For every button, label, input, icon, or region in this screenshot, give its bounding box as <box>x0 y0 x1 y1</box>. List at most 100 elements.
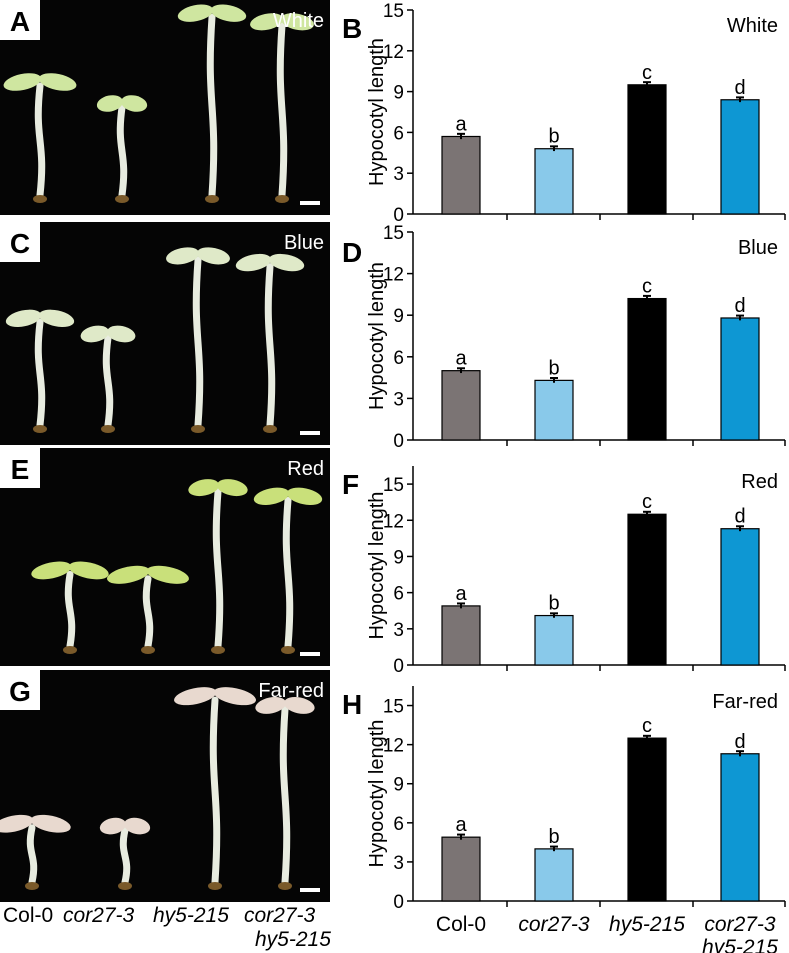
chart-panel-letter: B <box>342 13 362 44</box>
y-tick-label: 0 <box>393 431 404 452</box>
scale-bar <box>300 888 320 892</box>
y-tick-label: 9 <box>393 775 404 796</box>
y-tick-label: 9 <box>393 547 404 568</box>
significance-letter: a <box>455 814 467 836</box>
y-axis-label: Hypocotyl length <box>366 492 388 640</box>
significance-letter: b <box>548 593 559 615</box>
photo-panels: A White C Blue E Red G Far-red <box>0 0 330 902</box>
y-tick-label: 6 <box>393 348 404 369</box>
bar <box>627 84 667 215</box>
bar <box>720 317 760 441</box>
photo-panel-a: A White <box>0 0 330 215</box>
seedling <box>99 817 151 890</box>
seedling <box>174 687 256 890</box>
y-axis-label: Hypocotyl length <box>366 38 388 186</box>
panel-letter-box <box>0 670 40 710</box>
photo-condition-label: Blue <box>284 232 324 254</box>
y-tick-label: 15 <box>383 697 404 718</box>
significance-letter: a <box>455 583 467 605</box>
seedling <box>188 479 248 654</box>
bar <box>441 135 481 215</box>
y-tick-label: 6 <box>393 814 404 835</box>
photo-condition-label: White <box>273 10 324 32</box>
seedling <box>177 4 247 203</box>
bar <box>627 297 667 441</box>
seedling <box>80 325 136 433</box>
significance-letter: b <box>548 826 559 848</box>
chart-panel-letter: D <box>342 237 362 268</box>
y-tick-label: 15 <box>383 475 404 496</box>
chart-d: D 0 3 6 9 12 15 Hypocotyl length Blue a b c d <box>342 223 786 452</box>
panel-letter: C <box>10 228 30 259</box>
significance-letter: d <box>734 506 745 528</box>
x-tick-label: Col-0 <box>436 913 486 936</box>
panel-letter-box <box>0 222 40 262</box>
seedling <box>107 565 189 654</box>
y-tick-label: 12 <box>383 265 404 286</box>
bar <box>534 848 574 902</box>
y-axis-label: Hypocotyl length <box>366 720 388 868</box>
panel-letter-box <box>0 448 40 488</box>
scale-bar <box>300 431 320 435</box>
y-tick-label: 12 <box>383 736 404 757</box>
photo-panel-e: E Red <box>0 448 330 666</box>
y-tick-label: 3 <box>393 164 404 185</box>
y-tick-label: 0 <box>393 892 404 913</box>
bar <box>627 737 667 902</box>
significance-letter: d <box>734 295 745 317</box>
panel-letter-box <box>0 0 40 40</box>
scale-bar <box>300 652 320 656</box>
x-tick-label: cor27-3 <box>518 913 590 936</box>
y-axis-label: Hypocotyl length <box>366 262 388 410</box>
photo-label-double-line2: hy5-215 <box>255 928 331 951</box>
photo-label-double-line1: cor27-3 <box>244 904 316 927</box>
photo-label-col0: Col-0 <box>3 904 53 927</box>
significance-letter: d <box>734 731 745 753</box>
photo-genotype-labels: Col-0 cor27-3 hy5-215 cor27-3 hy5-215 <box>3 904 331 951</box>
x-tick-label: hy5-215 <box>702 936 778 953</box>
photo-condition-label: Red <box>287 458 324 480</box>
y-tick-label: 6 <box>393 584 404 605</box>
photo-background <box>0 0 330 215</box>
chart-b: B 0 3 6 9 12 15 Hypocotyl length White a b c d <box>342 1 786 226</box>
x-tick-label: cor27-3 <box>704 913 776 936</box>
bar <box>441 605 481 666</box>
chart-title: Far-red <box>712 691 778 713</box>
seedling <box>166 247 230 433</box>
seedling <box>0 814 71 890</box>
bar <box>720 528 760 666</box>
y-tick-label: 15 <box>383 1 404 22</box>
seedling <box>96 95 148 203</box>
significance-letter: c <box>642 491 652 513</box>
photo-panel-g: G Far-red <box>0 670 330 902</box>
significance-letter: c <box>642 62 652 84</box>
significance-letter: c <box>642 715 652 737</box>
y-tick-label: 12 <box>383 511 404 532</box>
y-tick-label: 9 <box>393 83 404 104</box>
seedling <box>253 487 323 654</box>
significance-letter: b <box>548 357 559 379</box>
bar <box>534 148 574 215</box>
photo-background <box>0 448 330 666</box>
chart-panel-letter: H <box>342 689 362 720</box>
y-tick-label: 3 <box>393 389 404 410</box>
bar <box>720 753 760 902</box>
y-tick-label: 3 <box>393 620 404 641</box>
significance-letter: a <box>455 348 467 370</box>
photo-label-cor27: cor27-3 <box>63 904 135 927</box>
bar <box>534 614 574 666</box>
photo-label-hy5: hy5-215 <box>153 904 229 927</box>
seedling <box>255 696 315 890</box>
bar <box>441 836 481 902</box>
panel-letter: E <box>11 454 30 485</box>
y-tick-label: 15 <box>383 223 404 244</box>
significance-letter: d <box>734 77 745 99</box>
x-tick-label: hy5-215 <box>609 913 685 936</box>
y-tick-label: 9 <box>393 306 404 327</box>
y-tick-label: 0 <box>393 205 404 226</box>
photo-panel-c: C Blue <box>0 222 330 445</box>
seedling <box>31 561 109 654</box>
